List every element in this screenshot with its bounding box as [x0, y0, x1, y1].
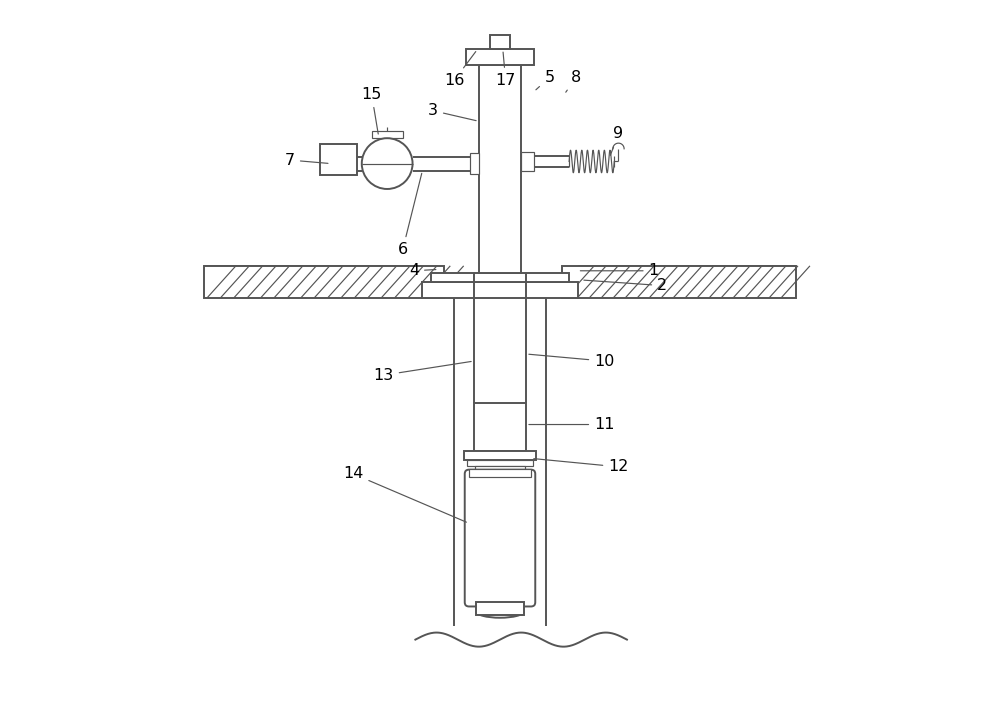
Bar — [204, 266, 444, 297]
Bar — [490, 35, 510, 50]
Text: 4: 4 — [409, 263, 436, 278]
Bar — [466, 50, 534, 65]
Text: 8: 8 — [566, 70, 581, 92]
Bar — [470, 153, 479, 174]
Text: 15: 15 — [361, 87, 382, 134]
Bar — [476, 603, 524, 615]
Text: 3: 3 — [428, 103, 476, 120]
Text: 16: 16 — [444, 52, 476, 88]
Bar — [372, 131, 403, 138]
Text: 14: 14 — [343, 467, 466, 523]
Text: 17: 17 — [495, 52, 516, 88]
Bar — [431, 273, 569, 282]
Text: 10: 10 — [529, 353, 615, 369]
Circle shape — [362, 138, 413, 189]
Bar — [474, 404, 526, 451]
Bar — [475, 466, 525, 476]
Text: 9: 9 — [610, 127, 624, 155]
Text: 13: 13 — [374, 362, 471, 382]
Text: 1: 1 — [580, 263, 659, 278]
Text: 7: 7 — [285, 152, 328, 168]
FancyBboxPatch shape — [465, 469, 535, 607]
Bar — [422, 282, 578, 297]
Bar — [464, 451, 536, 460]
Bar — [479, 65, 521, 273]
Text: 12: 12 — [534, 459, 629, 474]
Bar — [469, 469, 531, 477]
Bar — [521, 152, 534, 171]
Text: 11: 11 — [529, 417, 615, 432]
Text: 5: 5 — [536, 70, 554, 90]
Bar — [467, 460, 533, 466]
Bar — [562, 266, 796, 297]
Text: 6: 6 — [398, 173, 422, 257]
Bar — [320, 144, 357, 175]
Text: 2: 2 — [584, 278, 667, 293]
